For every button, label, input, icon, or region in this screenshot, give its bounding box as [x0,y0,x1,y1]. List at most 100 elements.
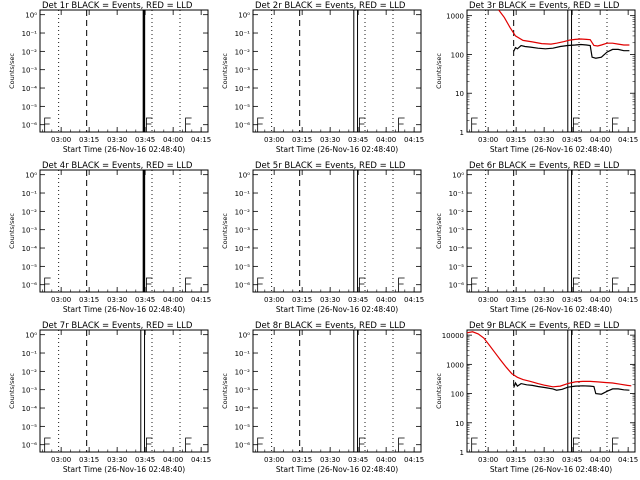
y-tick-label: 10 [455,90,464,98]
y-tick-label: 10⁻¹ [235,190,251,198]
y-axis-label: Counts/sec [435,53,443,89]
x-tick-label: 03:00 [478,136,498,144]
y-tick-label: 10⁰ [25,172,37,180]
step-artifact [146,117,153,132]
y-axis-label: Counts/sec [8,53,16,89]
x-tick-label: 03:45 [348,136,368,144]
y-tick-label: 10⁻⁵ [22,263,38,271]
x-axis-label: Start Time (26-Nov-16 02:48:40) [63,145,185,154]
y-tick-label: 10⁻⁵ [235,423,251,431]
x-tick-label: 04:15 [404,456,424,464]
x-axis-label: Start Time (26-Nov-16 02:48:40) [276,145,398,154]
x-tick-label: 03:45 [562,136,582,144]
y-tick-label: 10⁻³ [235,227,251,235]
x-axis-label: Start Time (26-Nov-16 02:48:40) [490,465,612,474]
step-artifact [185,117,192,132]
y-axis-label: Counts/sec [435,373,443,409]
x-tick-label: 04:00 [590,456,610,464]
panel-title: Det 9r BLACK = Events, RED = LLD [469,321,620,331]
step-artifact [398,277,405,292]
step-artifact [573,437,580,452]
plot-frame [466,329,636,453]
y-tick-label: 10⁻² [22,368,38,376]
x-tick-label: 03:45 [348,456,368,464]
y-tick-label: 1000 [446,361,464,369]
x-tick-label: 04:00 [376,136,396,144]
x-tick-label: 03:00 [264,456,284,464]
y-tick-label: 10⁻¹ [449,190,465,198]
y-axis-label: Counts/sec [8,373,16,409]
y-axis-label: Counts/sec [221,373,229,409]
x-tick-label: 03:30 [534,136,554,144]
y-tick-label: 10⁻⁵ [449,263,465,271]
x-tick-label: 03:00 [264,296,284,304]
y-tick-label: 10⁻⁶ [22,122,38,130]
x-tick-label: 03:45 [135,296,155,304]
y-tick-label: 10000 [442,332,464,340]
x-tick-label: 03:45 [562,296,582,304]
y-tick-label: 10⁻⁴ [235,405,251,413]
y-tick-label: 10⁻² [22,208,38,216]
lld-series-line [498,9,630,47]
y-tick-label: 10⁻⁴ [235,245,251,253]
y-tick-label: 10⁻⁶ [22,442,38,450]
plot-frame [39,9,209,133]
x-axis-label: Start Time (26-Nov-16 02:48:40) [63,305,185,314]
y-tick-label: 10⁻¹ [235,350,251,358]
y-tick-label: 100 [451,51,464,59]
step-artifact [146,437,153,452]
y-tick-label: 10⁻¹ [235,30,251,38]
step-artifact [471,277,478,292]
panel-title: Det 3r BLACK = Events, RED = LLD [469,1,620,11]
step-artifact [359,277,366,292]
step-artifact [146,277,153,292]
y-axis-label: Counts/sec [221,53,229,89]
y-tick-label: 10⁻³ [22,227,38,235]
y-tick-label: 10⁻² [235,208,251,216]
step-artifact [573,117,580,132]
panel-det6r: Det 6r BLACK = Events, RED = LLD 03:00 03:… [435,161,638,314]
panel-title: Det 1r BLACK = Events, RED = LLD [42,1,193,11]
plot-frame [252,169,422,293]
y-tick-label: 10⁻² [235,368,251,376]
x-tick-label: 03:30 [107,136,127,144]
x-tick-label: 04:15 [618,456,638,464]
y-tick-label: 10⁻³ [235,67,251,75]
step-artifact [44,117,51,132]
x-tick-label: 03:45 [135,456,155,464]
x-tick-label: 04:00 [376,456,396,464]
x-tick-label: 03:45 [135,136,155,144]
x-axis-label: Start Time (26-Nov-16 02:48:40) [63,465,185,474]
plot-frame [466,169,636,293]
x-tick-label: 03:30 [320,136,340,144]
step-artifact [471,117,478,132]
y-tick-label: 10⁻⁴ [235,85,251,93]
x-tick-label: 03:00 [51,296,71,304]
x-tick-label: 03:15 [79,136,99,144]
step-artifact [44,437,51,452]
y-tick-label: 10⁻⁴ [449,245,465,253]
y-tick-label: 10⁻⁵ [235,103,251,111]
x-tick-label: 03:45 [348,296,368,304]
y-tick-label: 10⁻³ [22,67,38,75]
x-tick-label: 04:15 [618,296,638,304]
y-tick-label: 10⁻³ [22,387,38,395]
events-series-line [513,43,630,59]
events-series-line [513,381,630,395]
step-artifact [398,117,405,132]
x-tick-label: 04:15 [404,296,424,304]
y-axis-label: Counts/sec [435,213,443,249]
y-tick-label: 10⁻⁵ [235,263,251,271]
solid-marker-band [142,170,146,292]
panel-title: Det 5r BLACK = Events, RED = LLD [255,161,406,171]
x-axis-label: Start Time (26-Nov-16 02:48:40) [490,145,612,154]
x-axis-label: Start Time (26-Nov-16 02:48:40) [276,465,398,474]
y-tick-label: 10⁻⁴ [22,85,38,93]
panel-det8r: Det 8r BLACK = Events, RED = LLD 03:00 03:… [221,321,424,474]
x-tick-label: 03:15 [292,136,312,144]
x-tick-label: 03:15 [292,296,312,304]
x-tick-label: 03:45 [562,456,582,464]
y-tick-label: 10⁻² [235,48,251,56]
y-tick-label: 10⁻¹ [22,190,38,198]
